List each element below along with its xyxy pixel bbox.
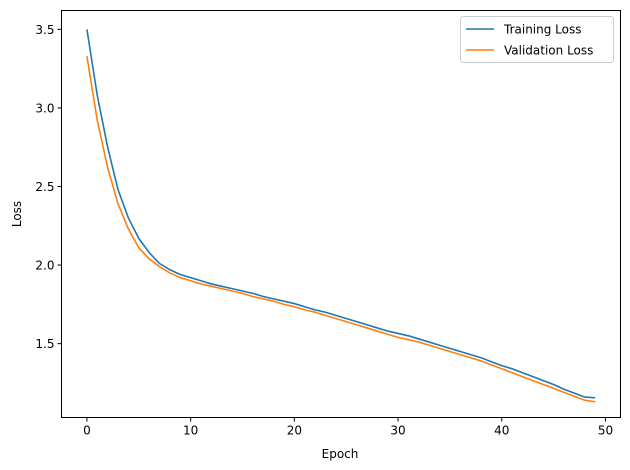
plot-lines [86,29,596,403]
x-tick-label: 40 [494,424,509,438]
legend-label-training: Training Loss [503,23,581,37]
y-axis-label: Loss [10,201,24,227]
x-axis-ticks: 0 10 20 30 40 50 [83,417,613,438]
x-axis-label: Epoch [322,447,359,461]
series-line-training-loss [86,29,596,399]
series-line-validation-loss [86,55,596,403]
y-tick-label: 2.0 [35,259,54,273]
axes-frame [61,10,621,418]
x-tick-label: 10 [183,424,198,438]
legend-box [460,16,614,63]
x-tick-label: 20 [287,424,302,438]
y-tick-label: 3.0 [35,101,54,115]
legend: Training Loss Validation Loss [460,16,614,63]
legend-label-validation: Validation Loss [504,44,593,58]
y-tick-label: 2.5 [35,180,54,194]
y-axis-ticks: 1.5 2.0 2.5 3.0 3.5 [35,23,62,351]
y-tick-label: 3.5 [35,23,54,37]
x-tick-label: 30 [390,424,405,438]
y-tick-label: 1.5 [35,337,54,351]
x-tick-label: 0 [83,424,91,438]
x-tick-label: 50 [598,424,613,438]
